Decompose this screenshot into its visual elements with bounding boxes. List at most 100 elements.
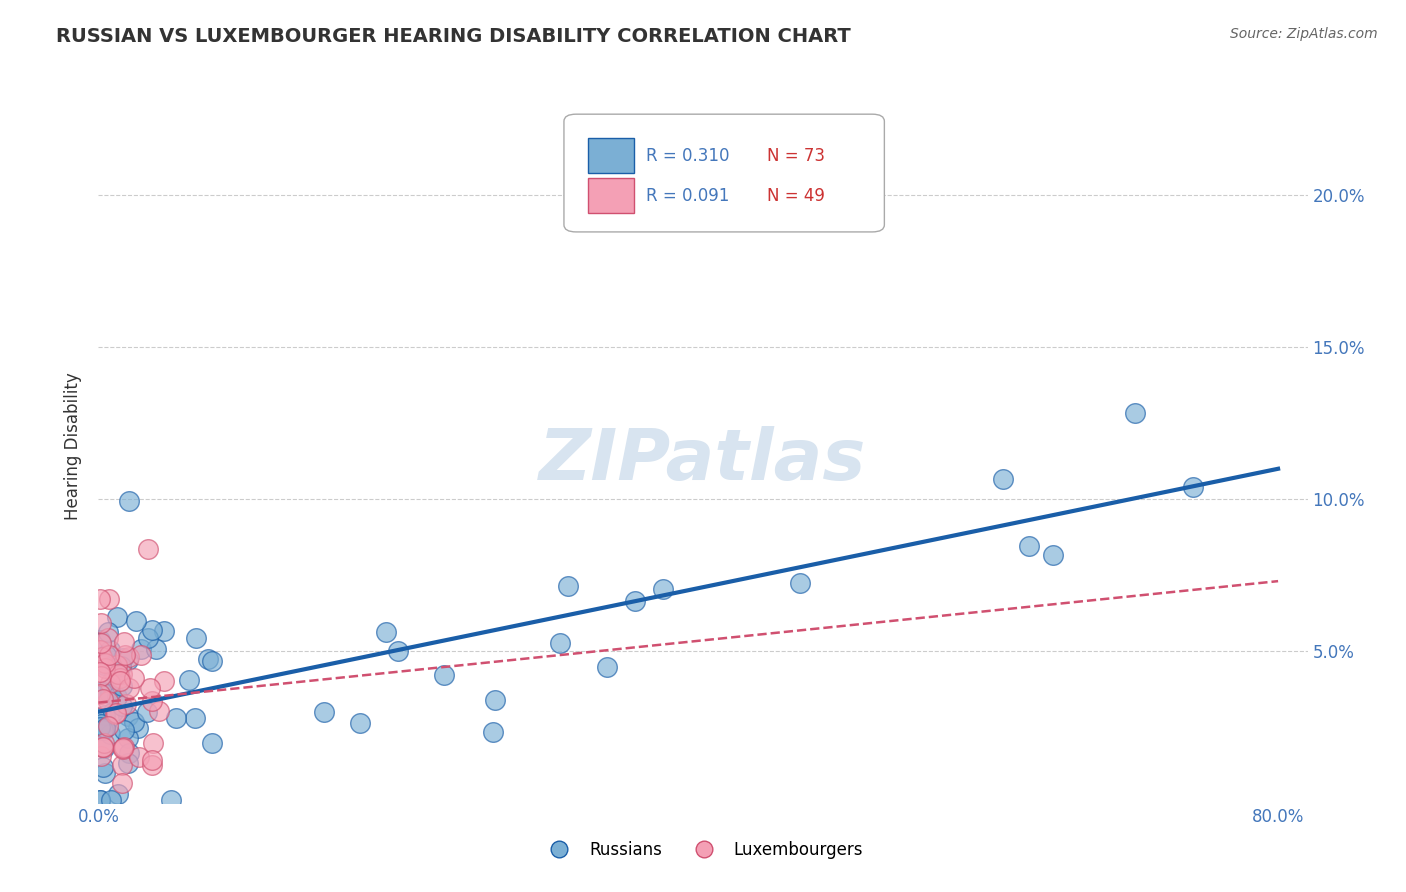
Point (115, 697, 138, 711)
Bar (588, 138, 634, 173)
Point (93, 736, 115, 750)
Text: ZIPatlas: ZIPatlas (540, 425, 866, 495)
Point (557, 579, 579, 593)
Point (91, 692, 114, 706)
Point (201, 654, 224, 668)
Point (118, 650, 141, 665)
Point (96, 632, 118, 646)
Point (112, 635, 135, 649)
Point (1042, 548, 1064, 562)
Point (139, 681, 162, 695)
Point (90, 685, 112, 699)
Point (165, 711, 187, 725)
Legend: Russians, Luxembourgers: Russians, Luxembourgers (536, 835, 870, 866)
Point (179, 673, 201, 687)
Point (111, 741, 134, 756)
Point (97, 648, 120, 662)
Point (89, 687, 111, 701)
Point (93, 716, 115, 731)
Point (117, 756, 139, 770)
Point (484, 693, 506, 707)
Point (136, 541, 159, 556)
Text: N = 49: N = 49 (768, 186, 825, 204)
Point (117, 709, 139, 723)
Point (93, 658, 115, 673)
Point (141, 752, 163, 766)
Point (135, 705, 157, 719)
Point (152, 624, 174, 639)
Y-axis label: Hearing Disability: Hearing Disability (65, 372, 83, 520)
Point (105, 706, 128, 720)
Point (991, 472, 1014, 486)
Point (374, 624, 396, 639)
Point (110, 659, 132, 673)
Point (127, 722, 149, 736)
Point (98, 592, 121, 607)
Point (90, 650, 112, 665)
Point (111, 698, 134, 713)
Point (118, 681, 141, 695)
Point (111, 679, 134, 693)
Point (97, 694, 120, 708)
Point (117, 731, 139, 746)
Point (129, 648, 152, 663)
Point (118, 747, 141, 761)
Point (125, 614, 148, 628)
Point (141, 758, 163, 772)
Point (141, 694, 163, 708)
Text: R = 0.091: R = 0.091 (647, 186, 730, 204)
Point (91, 739, 114, 754)
Point (112, 739, 135, 754)
Point (128, 750, 150, 764)
Point (624, 594, 647, 608)
Point (94, 721, 117, 735)
Point (111, 776, 134, 790)
Point (90, 717, 112, 731)
Point (118, 493, 141, 508)
Point (142, 736, 165, 750)
Point (136, 631, 159, 645)
Point (89, 793, 111, 807)
Point (107, 787, 129, 801)
Point (1018, 539, 1040, 553)
Point (145, 642, 167, 657)
Point (349, 716, 371, 731)
Point (90, 748, 112, 763)
Point (105, 610, 128, 624)
Point (89, 591, 111, 606)
Text: Source: ZipAtlas.com: Source: ZipAtlas.com (1230, 27, 1378, 41)
Bar (588, 178, 634, 212)
Point (90, 669, 112, 683)
Point (1181, 480, 1204, 494)
Point (108, 671, 131, 685)
Point (112, 723, 135, 738)
Point (94, 656, 117, 670)
Point (111, 741, 134, 756)
Point (482, 725, 505, 739)
Point (94, 661, 117, 675)
Point (103, 706, 125, 720)
Point (98, 726, 121, 740)
Point (111, 651, 134, 665)
Point (387, 644, 409, 658)
Point (90, 636, 112, 650)
Point (652, 582, 675, 596)
Point (91, 759, 114, 773)
Point (105, 657, 128, 672)
Point (433, 668, 456, 682)
Point (105, 690, 128, 705)
Text: N = 73: N = 73 (768, 146, 825, 164)
Point (1123, 406, 1146, 420)
Point (789, 576, 811, 591)
Point (91, 739, 114, 754)
Point (89, 793, 111, 807)
Point (197, 651, 219, 665)
Point (89, 632, 111, 647)
Point (98, 681, 121, 696)
Point (94, 648, 117, 663)
Point (314, 705, 336, 719)
Point (107, 667, 129, 681)
Point (114, 648, 136, 662)
Point (104, 707, 127, 722)
Point (111, 667, 134, 681)
